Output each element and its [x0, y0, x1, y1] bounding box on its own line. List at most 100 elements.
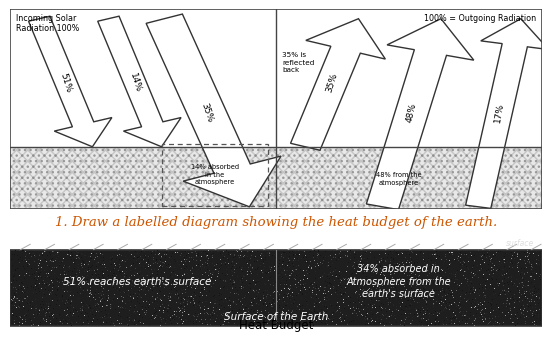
Point — [314, 313, 323, 319]
Point — [134, 255, 143, 261]
Point — [512, 277, 521, 283]
Point — [219, 322, 227, 327]
Point — [455, 302, 464, 308]
Point — [296, 316, 305, 322]
Point — [412, 265, 421, 270]
Point — [89, 251, 98, 256]
Point — [217, 311, 226, 317]
Point — [264, 292, 273, 297]
Point — [202, 255, 211, 261]
Point — [37, 308, 46, 314]
Point — [517, 304, 526, 310]
Point — [136, 319, 145, 324]
Point — [203, 289, 211, 295]
Point — [396, 322, 405, 327]
Point — [157, 265, 166, 270]
Point — [92, 286, 101, 292]
Point — [72, 256, 81, 262]
Point — [54, 253, 63, 259]
Point — [93, 317, 102, 323]
Point — [427, 311, 436, 316]
Point — [92, 272, 100, 278]
Point — [313, 288, 322, 293]
Point — [520, 315, 529, 321]
Point — [221, 277, 230, 283]
Point — [141, 253, 150, 259]
Point — [519, 311, 528, 317]
Point — [133, 309, 142, 315]
Point — [406, 276, 415, 282]
Text: 48%: 48% — [405, 102, 418, 124]
Point — [143, 302, 152, 308]
Point — [259, 290, 268, 295]
Point — [27, 318, 36, 324]
Point — [120, 290, 129, 295]
Point — [429, 263, 438, 268]
Point — [436, 288, 445, 294]
Point — [251, 254, 259, 259]
Point — [192, 253, 201, 258]
Point — [218, 313, 227, 318]
Point — [428, 265, 437, 270]
Point — [207, 274, 216, 280]
Point — [178, 275, 187, 281]
Point — [459, 310, 468, 316]
Point — [212, 267, 221, 273]
Point — [450, 321, 459, 326]
Point — [351, 252, 360, 257]
Point — [358, 302, 367, 308]
Point — [282, 316, 291, 321]
Point — [393, 251, 402, 257]
Point — [308, 288, 317, 294]
Point — [104, 295, 113, 301]
Point — [107, 262, 115, 267]
Point — [188, 286, 197, 291]
Point — [504, 286, 513, 291]
Point — [479, 271, 488, 277]
Point — [447, 277, 456, 282]
Point — [525, 251, 534, 256]
Point — [91, 267, 100, 273]
Point — [173, 292, 182, 298]
Point — [150, 294, 159, 300]
Point — [480, 302, 489, 308]
Point — [171, 279, 180, 284]
Point — [353, 306, 362, 311]
Point — [530, 269, 539, 275]
Point — [216, 304, 225, 310]
Point — [55, 319, 63, 324]
Point — [198, 319, 206, 325]
Point — [68, 252, 77, 257]
Point — [257, 309, 266, 315]
Point — [514, 317, 523, 322]
Point — [118, 284, 127, 289]
Point — [430, 252, 439, 258]
Point — [183, 263, 192, 269]
Point — [502, 301, 511, 307]
Point — [244, 308, 253, 314]
Point — [471, 317, 480, 322]
Point — [175, 315, 184, 320]
Point — [437, 267, 445, 272]
Point — [514, 266, 523, 271]
Point — [262, 319, 271, 325]
Point — [424, 256, 433, 262]
Point — [266, 306, 274, 311]
Point — [188, 294, 197, 299]
Point — [118, 259, 126, 264]
Point — [359, 271, 368, 277]
Point — [275, 323, 284, 328]
Point — [225, 316, 234, 322]
Point — [57, 318, 66, 323]
Point — [229, 285, 237, 291]
Point — [448, 252, 457, 257]
Point — [372, 310, 381, 316]
Point — [413, 314, 422, 319]
Point — [357, 259, 365, 264]
Point — [120, 275, 129, 280]
Point — [211, 319, 220, 324]
Point — [98, 288, 107, 294]
Point — [346, 306, 355, 311]
Point — [479, 307, 487, 313]
Point — [473, 301, 482, 307]
